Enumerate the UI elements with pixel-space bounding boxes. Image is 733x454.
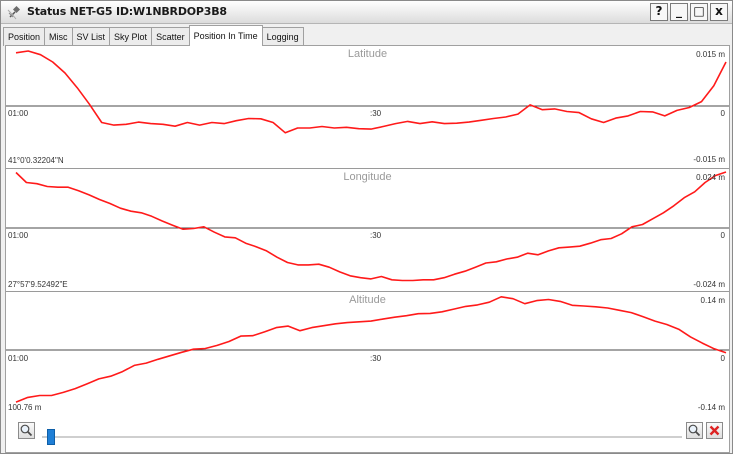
time-slider-track[interactable] <box>42 436 682 438</box>
tab-logging[interactable]: Logging <box>261 27 304 46</box>
help-button[interactable]: ? <box>650 3 668 21</box>
tab-position-in-time[interactable]: Position In Time <box>188 25 263 46</box>
altitude-min-label: -0.14 m <box>697 403 725 412</box>
clear-button[interactable] <box>706 422 723 439</box>
zoom-in-button[interactable] <box>686 422 703 439</box>
latitude-start-time: 01:00 <box>8 109 29 118</box>
tab-misc[interactable]: Misc <box>44 27 73 46</box>
latitude-mid-time: :30 <box>370 109 382 118</box>
longitude-zero-label: 0 <box>720 231 725 240</box>
altitude-start-time: 01:00 <box>8 354 29 363</box>
longitude-title: Longitude <box>343 171 392 183</box>
position-in-time-panel: Latitude 01:00 :30 0.015 m 0 -0.015 m 41… <box>5 45 730 453</box>
altitude-title: Altitude <box>349 294 386 306</box>
tab-position[interactable]: Position <box>3 27 46 46</box>
longitude-max-label: 0.024 m <box>696 173 725 182</box>
longitude-chart <box>6 171 729 282</box>
latitude-zero-label: 0 <box>720 109 725 118</box>
altitude-plot: Altitude 01:00 :30 0.14 m 0 -0.14 m 100.… <box>6 292 729 412</box>
longitude-series-line <box>15 171 727 282</box>
minimize-button[interactable]: _ <box>670 3 688 21</box>
latitude-min-label: -0.015 m <box>693 155 725 164</box>
latitude-series-line <box>15 50 727 134</box>
magnifier-icon <box>688 424 701 437</box>
longitude-plot: Longitude 01:00 :30 0.024 m 0 -0.024 m 2… <box>6 169 729 292</box>
latitude-reference: 41°0'0.32204"N <box>8 156 64 165</box>
altitude-chart <box>6 296 729 403</box>
tab-sky-plot[interactable]: Sky Plot <box>109 27 153 46</box>
time-navigation-bar <box>6 412 729 452</box>
altitude-mid-time: :30 <box>370 354 382 363</box>
longitude-min-label: -0.024 m <box>693 280 725 289</box>
altitude-zero-label: 0 <box>720 354 725 363</box>
longitude-start-time: 01:00 <box>8 231 29 240</box>
time-slider-thumb[interactable] <box>47 429 55 445</box>
longitude-mid-time: :30 <box>370 231 382 240</box>
latitude-title: Latitude <box>347 48 388 60</box>
latitude-max-label: 0.015 m <box>696 50 725 59</box>
latitude-plot: Latitude 01:00 :30 0.015 m 0 -0.015 m 41… <box>6 46 729 169</box>
altitude-series-line <box>15 296 727 403</box>
tab-scatter[interactable]: Scatter <box>151 27 190 46</box>
maximize-button[interactable]: □ <box>690 3 708 21</box>
magnifier-icon <box>20 424 33 437</box>
tab-bar: Position Misc SV List Sky Plot Scatter P… <box>3 25 304 46</box>
longitude-reference: 27°57'9.52492"E <box>8 280 68 289</box>
altitude-reference: 100.76 m <box>8 403 42 412</box>
satellite-icon <box>7 5 21 20</box>
zoom-out-button[interactable] <box>18 422 35 439</box>
altitude-max-label: 0.14 m <box>700 296 725 305</box>
close-window-button[interactable]: x <box>710 3 728 21</box>
title-bar[interactable]: Status NET-G5 ID:W1NBRDOP3B8 ? _ □ x <box>1 1 732 24</box>
red-x-icon <box>709 425 720 436</box>
window-title: Status NET-G5 ID:W1NBRDOP3B8 <box>27 5 227 18</box>
latitude-chart <box>6 50 729 134</box>
tab-sv-list[interactable]: SV List <box>71 27 111 46</box>
